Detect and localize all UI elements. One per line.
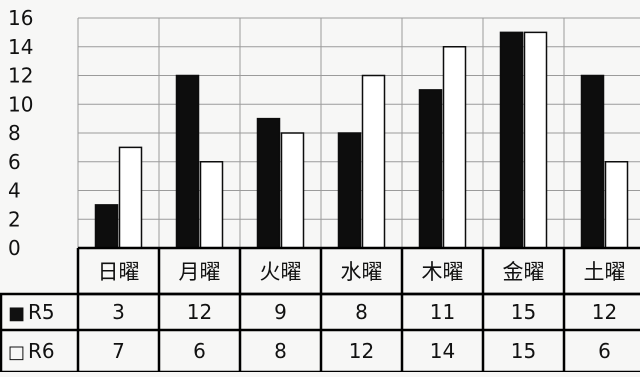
bar-r5: [256, 117, 281, 249]
bar-r6: [604, 161, 629, 249]
bar-r5: [418, 89, 443, 249]
bars: [78, 31, 640, 249]
table-value-r6: 12: [349, 339, 374, 363]
table-value-r6: 8: [274, 339, 287, 363]
table-value-r5: 9: [274, 300, 287, 324]
table-value-r6: 6: [193, 339, 206, 363]
bar-r5: [337, 132, 362, 249]
category-label: 日曜: [98, 260, 140, 284]
y-tick-label: 6: [8, 150, 21, 174]
category-label: 金曜: [503, 260, 545, 284]
bar-r5: [499, 31, 524, 249]
category-label: 土曜: [584, 260, 626, 284]
table-value-r6: 14: [430, 339, 455, 363]
table-value-r5: 12: [187, 300, 212, 324]
y-axis: 0 2 4 6 8 10 12 14 16: [8, 6, 33, 260]
y-tick-label: 4: [8, 179, 21, 203]
legend-marker-r5: ■: [8, 303, 25, 324]
series-label-r6: R6: [28, 339, 55, 363]
category-label: 月曜: [179, 260, 221, 284]
bar-r6: [118, 146, 143, 249]
bar-r5: [175, 74, 200, 249]
y-tick-label: 2: [8, 207, 21, 231]
table-value-r6: 15: [511, 339, 536, 363]
table-value-r6: 6: [598, 339, 611, 363]
table-value-r5: 8: [355, 300, 368, 324]
y-tick-label: 14: [8, 35, 33, 59]
series-label-r5: R5: [28, 300, 55, 324]
category-label: 木曜: [422, 260, 464, 284]
y-tick-label: 16: [8, 6, 33, 30]
y-tick-label: 8: [8, 121, 21, 145]
y-tick-label: 0: [8, 236, 21, 260]
bar-r5: [580, 74, 605, 249]
table-value-r5: 15: [511, 300, 536, 324]
category-label: 水曜: [341, 260, 383, 284]
bar-r6: [523, 31, 548, 249]
bar-r6: [199, 161, 224, 249]
bar-r6: [280, 132, 305, 249]
table-value-r5: 11: [430, 300, 455, 324]
legend-marker-r6: □: [8, 342, 25, 363]
table-value-r6: 7: [112, 339, 125, 363]
bar-r6: [442, 46, 467, 249]
category-label: 火曜: [260, 260, 302, 284]
data-table: 日曜 月曜 火曜 水曜 木曜 金曜 土曜 ■ R5 3 12 9 8 11 15 12 □ R6 7 6 8 12 14 15…: [0, 246, 640, 374]
bar-r6: [361, 74, 386, 249]
y-tick-label: 12: [8, 64, 33, 88]
table-value-r5: 3: [112, 300, 125, 324]
y-tick-label: 10: [8, 92, 33, 116]
bar-r5: [94, 204, 119, 249]
table-value-r5: 12: [592, 300, 617, 324]
